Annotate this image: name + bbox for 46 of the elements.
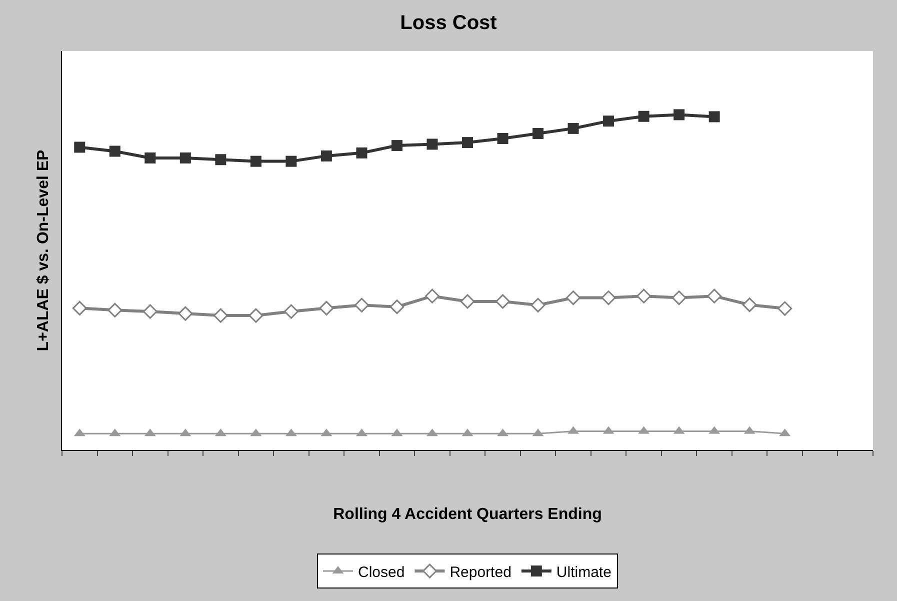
point: [497, 133, 508, 144]
point: [319, 300, 334, 316]
point: [424, 288, 440, 304]
point: [286, 156, 297, 167]
point: [391, 140, 402, 152]
point: [215, 154, 226, 166]
point: [460, 294, 475, 309]
point: [109, 146, 120, 157]
y-axis-title: L+ALAE $ vs. On-Level EP: [34, 149, 52, 352]
x-axis-title: Rolling 4 Accident Quarters Ending: [333, 506, 602, 524]
point: [142, 304, 158, 319]
point: [144, 152, 156, 164]
point: [566, 290, 581, 306]
point: [638, 110, 650, 122]
point: [462, 137, 473, 148]
point: [250, 156, 262, 167]
point: [320, 150, 332, 162]
point: [742, 298, 757, 312]
point: [568, 122, 579, 134]
point: [178, 306, 193, 321]
point: [532, 128, 544, 139]
point: [390, 300, 404, 314]
legend-label: Closed: [358, 564, 405, 581]
point: [603, 116, 614, 127]
point: [354, 298, 369, 312]
point: [707, 288, 722, 304]
legend-label: Ultimate: [556, 564, 612, 581]
point: [672, 290, 686, 306]
point: [674, 109, 685, 120]
point: [213, 308, 228, 323]
point: [356, 147, 368, 158]
point: [426, 138, 438, 150]
point: [530, 298, 546, 312]
point: [284, 304, 298, 319]
chart-title: Loss Cost: [400, 12, 498, 34]
point: [601, 290, 616, 306]
legend-label: Reported: [450, 564, 512, 581]
point: [496, 294, 510, 309]
point: [778, 301, 792, 316]
point: [248, 308, 264, 323]
point: [72, 300, 87, 316]
point: [708, 111, 720, 122]
point: [108, 302, 122, 318]
point: [180, 152, 191, 164]
point: [74, 142, 86, 153]
point: [636, 288, 652, 304]
